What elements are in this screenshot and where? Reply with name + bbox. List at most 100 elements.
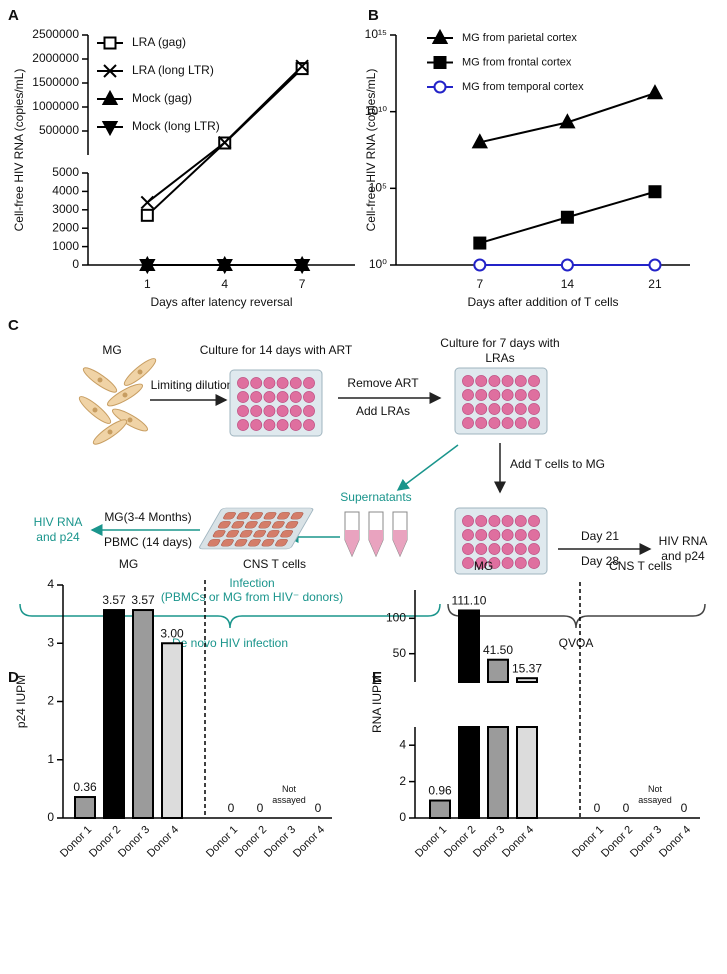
well — [475, 557, 488, 569]
well — [462, 389, 474, 401]
y-tick-label: 1000 — [52, 239, 79, 253]
well — [475, 543, 488, 555]
y-tick-label: 3 — [47, 635, 54, 649]
bar — [74, 796, 96, 820]
well — [237, 405, 249, 417]
cell-nucleus — [92, 407, 98, 413]
well — [528, 529, 540, 541]
value-label-box: Not assayed — [272, 784, 306, 805]
well — [462, 515, 474, 527]
y-tick-label: 0 — [47, 810, 54, 824]
cell-nucleus — [122, 392, 128, 398]
y-tick-label: 0 — [72, 257, 79, 271]
marker — [471, 133, 489, 149]
well — [275, 539, 288, 547]
marker — [295, 62, 309, 76]
well — [475, 515, 488, 527]
group-label: De novo HIV infection — [172, 636, 288, 650]
well — [462, 543, 474, 555]
well — [501, 529, 514, 541]
well — [207, 539, 221, 547]
legend-marker — [431, 28, 449, 44]
value-label: 0 — [681, 801, 688, 815]
well — [253, 530, 267, 538]
legend-label: MG from temporal cortex — [462, 81, 584, 93]
bar — [132, 609, 154, 819]
well — [244, 521, 258, 529]
y-tick-label: 4000 — [52, 184, 79, 198]
y-tick-label: 4 — [399, 737, 406, 751]
cell-nucleus — [137, 369, 143, 375]
value-label: 0 — [594, 801, 601, 815]
arrow-label: MG(3-4 Months) — [104, 510, 191, 524]
arrow-label: Day 28 — [581, 554, 619, 568]
well — [263, 419, 276, 431]
step-label: Supernatants — [340, 490, 411, 504]
step-label: Culture for 7 days with — [440, 336, 559, 350]
marker — [295, 59, 309, 73]
well — [237, 377, 249, 389]
value-label: 0 — [257, 801, 264, 815]
x-tick-label: 7 — [299, 277, 306, 291]
panel-letter: E — [372, 669, 382, 686]
well — [488, 389, 501, 401]
infection-plate — [199, 507, 314, 550]
well — [236, 512, 250, 520]
well — [488, 529, 501, 541]
well — [488, 403, 501, 415]
well — [462, 403, 474, 415]
y-axis-title: Cell-free HIV RNA (copies/mL) — [12, 69, 26, 232]
well — [475, 375, 488, 387]
x-tick-label: 7 — [476, 277, 483, 291]
y-tick-label: 10¹⁰ — [365, 104, 387, 118]
readout: HIV RNA — [659, 534, 708, 548]
well — [261, 539, 275, 547]
x-tick-label: Donor 4 — [657, 824, 693, 860]
well — [266, 530, 280, 538]
group-label: MG — [474, 559, 493, 573]
well — [475, 403, 488, 415]
marker — [139, 259, 156, 275]
y-tick-label: 2000 — [52, 220, 79, 234]
well — [303, 405, 315, 417]
tube-liquid — [393, 530, 407, 556]
well — [263, 405, 276, 417]
y-tick-label: 10⁰ — [369, 257, 387, 271]
marker — [559, 113, 576, 129]
well — [488, 543, 501, 555]
cell-nucleus — [127, 417, 133, 423]
y-axis-title: Cell-free HIV RNA (copies/mL) — [364, 69, 378, 232]
well — [528, 403, 540, 415]
arrow-label: Limiting dilution — [151, 378, 234, 392]
well — [528, 557, 540, 569]
well — [514, 375, 527, 387]
y-axis-title: p24 IUPM — [14, 675, 28, 728]
legend-marker — [103, 36, 117, 50]
readout: and p24 — [36, 530, 80, 544]
well — [263, 512, 277, 520]
marker — [293, 259, 311, 275]
tube-liquid — [345, 530, 359, 556]
well — [475, 529, 488, 541]
step-label: Infection — [229, 576, 274, 590]
arrow-label: Add T cells to MG — [510, 457, 605, 471]
legend-label: Mock (gag) — [132, 91, 192, 105]
well — [276, 419, 289, 431]
workflow-diagram: C MG Culture for 14 days with ART Limiti… — [8, 317, 707, 650]
well — [276, 391, 289, 403]
brace — [447, 603, 706, 629]
well — [250, 419, 263, 431]
x-tick-label: Donor 4 — [145, 824, 181, 860]
well — [239, 530, 253, 538]
well — [263, 377, 276, 389]
y-tick-label: 2000000 — [32, 51, 79, 65]
x-tick-label: Donor 4 — [291, 824, 327, 860]
bar — [487, 658, 509, 684]
well — [303, 419, 315, 431]
brace — [19, 603, 441, 629]
y-tick-label: 100 — [386, 610, 406, 624]
well — [250, 391, 263, 403]
value-label: 0.36 — [73, 780, 97, 794]
well — [250, 377, 263, 389]
well — [250, 512, 263, 520]
